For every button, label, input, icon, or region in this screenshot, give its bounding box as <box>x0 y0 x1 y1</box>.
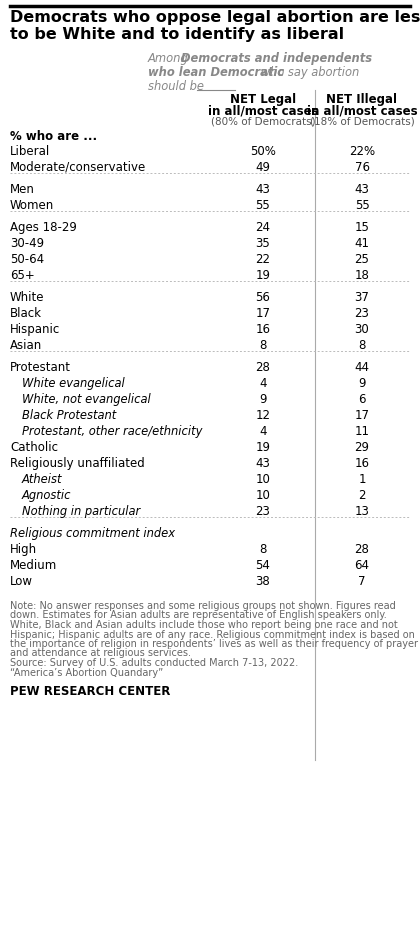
Text: 13: 13 <box>354 505 370 518</box>
Text: 12: 12 <box>255 409 270 422</box>
Text: 30-49: 30-49 <box>10 237 44 250</box>
Text: (18% of Democrats): (18% of Democrats) <box>310 117 415 127</box>
Text: Nothing in particular: Nothing in particular <box>22 505 140 518</box>
Text: 28: 28 <box>255 361 270 374</box>
Text: White: White <box>10 291 45 304</box>
Text: Black: Black <box>10 307 42 320</box>
Text: Protestant, other race/ethnicity: Protestant, other race/ethnicity <box>22 425 202 438</box>
Text: who say abortion: who say abortion <box>257 66 359 79</box>
Text: 9: 9 <box>259 393 267 406</box>
Text: NET Illegal: NET Illegal <box>326 93 397 106</box>
Text: 41: 41 <box>354 237 370 250</box>
Text: Atheist: Atheist <box>22 473 63 486</box>
Text: Among: Among <box>148 52 192 65</box>
Text: Medium: Medium <box>10 559 57 572</box>
Text: 28: 28 <box>354 543 370 556</box>
Text: Religious commitment index: Religious commitment index <box>10 527 175 540</box>
Text: 15: 15 <box>354 221 370 234</box>
Text: 23: 23 <box>354 307 370 320</box>
Text: Source: Survey of U.S. adults conducted March 7-13, 2022.: Source: Survey of U.S. adults conducted … <box>10 658 298 668</box>
Text: 43: 43 <box>354 183 370 196</box>
Text: Democrats and independents: Democrats and independents <box>181 52 372 65</box>
Text: 10: 10 <box>255 489 270 502</box>
Text: (80% of Democrats): (80% of Democrats) <box>211 117 315 127</box>
Text: 30: 30 <box>354 323 369 336</box>
Text: Ages 18-29: Ages 18-29 <box>10 221 77 234</box>
Text: 37: 37 <box>354 291 370 304</box>
Text: 7: 7 <box>358 575 366 588</box>
Text: 22: 22 <box>255 253 270 266</box>
Text: 6: 6 <box>358 393 366 406</box>
Text: 10: 10 <box>255 473 270 486</box>
Text: White, not evangelical: White, not evangelical <box>22 393 151 406</box>
Text: 43: 43 <box>255 183 270 196</box>
Text: Women: Women <box>10 199 54 212</box>
Text: 16: 16 <box>255 323 270 336</box>
Text: High: High <box>10 543 37 556</box>
Text: Note: No answer responses and some religious groups not shown. Figures read: Note: No answer responses and some relig… <box>10 601 396 611</box>
Text: 76: 76 <box>354 161 370 174</box>
Text: 8: 8 <box>259 543 267 556</box>
Text: 19: 19 <box>255 269 270 282</box>
Text: 65+: 65+ <box>10 269 35 282</box>
Text: 50-64: 50-64 <box>10 253 44 266</box>
Text: Democrats who oppose legal abortion are less likely: Democrats who oppose legal abortion are … <box>10 10 420 25</box>
Text: 44: 44 <box>354 361 370 374</box>
Text: 9: 9 <box>358 377 366 390</box>
Text: 4: 4 <box>259 377 267 390</box>
Text: Religiously unaffiliated: Religiously unaffiliated <box>10 457 145 470</box>
Text: PEW RESEARCH CENTER: PEW RESEARCH CENTER <box>10 685 171 698</box>
Text: Hispanic; Hispanic adults are of any race. Religious commitment index is based o: Hispanic; Hispanic adults are of any rac… <box>10 629 415 640</box>
Text: 2: 2 <box>358 489 366 502</box>
Text: in all/most cases: in all/most cases <box>307 105 417 118</box>
Text: the importance of religion in respondents’ lives as well as their frequency of p: the importance of religion in respondent… <box>10 639 418 649</box>
Text: 8: 8 <box>259 339 267 352</box>
Text: Men: Men <box>10 183 35 196</box>
Text: 38: 38 <box>256 575 270 588</box>
Text: in all/most cases: in all/most cases <box>207 105 318 118</box>
Text: 55: 55 <box>256 199 270 212</box>
Text: Hispanic: Hispanic <box>10 323 60 336</box>
Text: should be: should be <box>148 80 207 93</box>
Text: Catholic: Catholic <box>10 441 58 454</box>
Text: to be White and to identify as liberal: to be White and to identify as liberal <box>10 27 344 42</box>
Text: 55: 55 <box>354 199 369 212</box>
Text: 64: 64 <box>354 559 370 572</box>
Text: 18: 18 <box>354 269 370 282</box>
Text: Protestant: Protestant <box>10 361 71 374</box>
Text: 56: 56 <box>255 291 270 304</box>
Text: 8: 8 <box>358 339 366 352</box>
Text: 17: 17 <box>354 409 370 422</box>
Text: NET Legal: NET Legal <box>230 93 296 106</box>
Text: Asian: Asian <box>10 339 42 352</box>
Text: who lean Democratic: who lean Democratic <box>148 66 284 79</box>
Text: 1: 1 <box>358 473 366 486</box>
Text: 22%: 22% <box>349 145 375 158</box>
Text: 17: 17 <box>255 307 270 320</box>
Text: 19: 19 <box>255 441 270 454</box>
Text: 50%: 50% <box>250 145 276 158</box>
Text: “America’s Abortion Quandary”: “America’s Abortion Quandary” <box>10 668 163 677</box>
Text: 54: 54 <box>255 559 270 572</box>
Text: % who are ...: % who are ... <box>10 130 97 143</box>
Text: 11: 11 <box>354 425 370 438</box>
Text: Low: Low <box>10 575 33 588</box>
Text: Moderate/conservative: Moderate/conservative <box>10 161 146 174</box>
Text: Liberal: Liberal <box>10 145 50 158</box>
Text: and attendance at religious services.: and attendance at religious services. <box>10 648 191 658</box>
Text: 23: 23 <box>255 505 270 518</box>
Text: 29: 29 <box>354 441 370 454</box>
Text: 24: 24 <box>255 221 270 234</box>
Text: Agnostic: Agnostic <box>22 489 71 502</box>
Text: White, Black and Asian adults include those who report being one race and not: White, Black and Asian adults include th… <box>10 620 398 630</box>
Text: 43: 43 <box>255 457 270 470</box>
Text: 4: 4 <box>259 425 267 438</box>
Text: Black Protestant: Black Protestant <box>22 409 116 422</box>
Text: 35: 35 <box>256 237 270 250</box>
Text: 49: 49 <box>255 161 270 174</box>
Text: 25: 25 <box>354 253 370 266</box>
Text: White evangelical: White evangelical <box>22 377 125 390</box>
Text: 16: 16 <box>354 457 370 470</box>
Text: down. Estimates for Asian adults are representative of English speakers only.: down. Estimates for Asian adults are rep… <box>10 610 387 621</box>
